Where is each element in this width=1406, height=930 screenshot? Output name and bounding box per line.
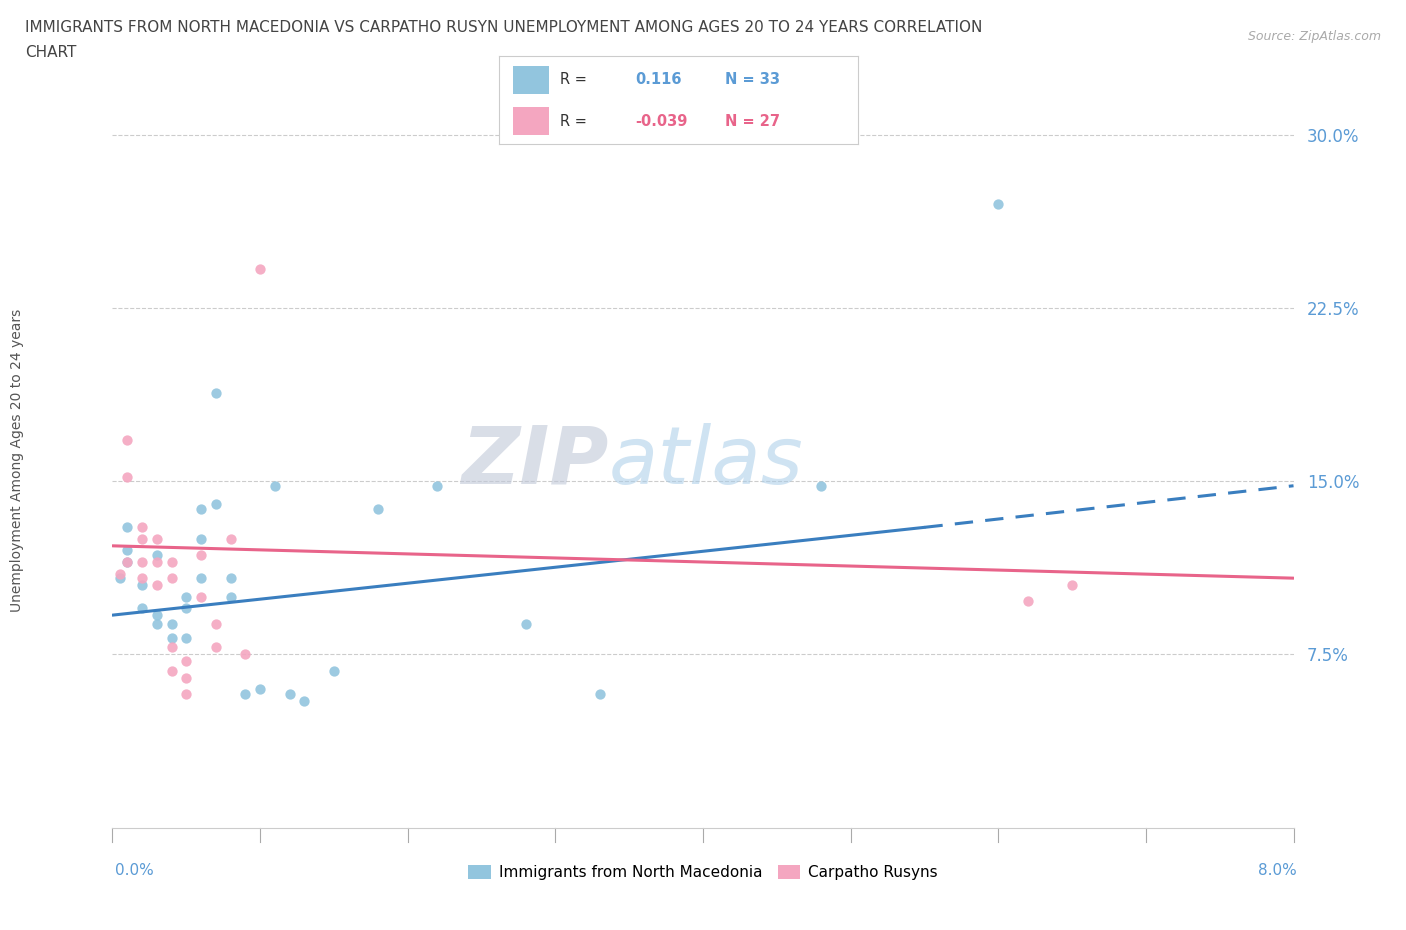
Text: N = 33: N = 33 <box>725 73 780 87</box>
Point <box>146 531 169 546</box>
Point <box>205 497 228 512</box>
Text: Unemployment Among Ages 20 to 24 years: Unemployment Among Ages 20 to 24 years <box>10 309 24 612</box>
Point <box>174 671 197 685</box>
Text: -0.039: -0.039 <box>636 113 688 128</box>
Text: R =: R = <box>560 113 586 128</box>
Point <box>264 478 287 493</box>
Point <box>190 531 212 546</box>
Point <box>146 548 169 563</box>
Point <box>174 631 197 645</box>
Legend: Immigrants from North Macedonia, Carpatho Rusyns: Immigrants from North Macedonia, Carpath… <box>463 859 943 886</box>
Point <box>219 531 242 546</box>
Point <box>515 617 537 631</box>
Text: Source: ZipAtlas.com: Source: ZipAtlas.com <box>1247 30 1381 43</box>
Point <box>108 571 131 586</box>
Point <box>117 432 138 447</box>
Text: IMMIGRANTS FROM NORTH MACEDONIA VS CARPATHO RUSYN UNEMPLOYMENT AMONG AGES 20 TO : IMMIGRANTS FROM NORTH MACEDONIA VS CARPA… <box>25 20 983 35</box>
Text: R =: R = <box>560 73 586 87</box>
Point <box>131 571 153 586</box>
Point <box>278 686 301 701</box>
Point <box>1062 578 1084 592</box>
Point <box>160 631 183 645</box>
Point <box>160 617 183 631</box>
Point <box>146 554 169 569</box>
Bar <box>513 107 550 136</box>
Point <box>205 640 228 655</box>
Point <box>131 601 153 616</box>
Point <box>205 386 228 401</box>
Text: ZIP: ZIP <box>461 423 609 500</box>
Point <box>160 640 183 655</box>
Point <box>146 607 169 622</box>
Point <box>249 261 271 276</box>
Point <box>1017 594 1039 609</box>
Point <box>987 196 1010 211</box>
Point <box>117 554 138 569</box>
Point <box>292 693 315 708</box>
Point <box>160 554 183 569</box>
Text: atlas: atlas <box>609 423 803 500</box>
Point <box>233 686 256 701</box>
Point <box>190 571 212 586</box>
Point <box>219 571 242 586</box>
Point <box>131 578 153 592</box>
Point <box>146 578 169 592</box>
Text: 8.0%: 8.0% <box>1257 863 1296 878</box>
Text: CHART: CHART <box>25 45 77 60</box>
Point <box>426 478 449 493</box>
Point <box>190 590 212 604</box>
Point <box>249 682 271 697</box>
Point <box>131 554 153 569</box>
Point <box>205 617 228 631</box>
Point <box>588 686 610 701</box>
Point <box>108 566 131 581</box>
Text: 0.116: 0.116 <box>636 73 682 87</box>
Point <box>174 601 197 616</box>
Point <box>190 548 212 563</box>
Point <box>117 554 138 569</box>
Text: N = 27: N = 27 <box>725 113 780 128</box>
Point <box>117 543 138 558</box>
Point <box>810 478 832 493</box>
Point <box>190 501 212 516</box>
Point <box>323 663 346 678</box>
Point <box>174 654 197 669</box>
Point <box>233 647 256 662</box>
Point <box>117 520 138 535</box>
Bar <box>513 65 550 94</box>
Point <box>131 520 153 535</box>
Point <box>146 617 169 631</box>
Point <box>367 501 389 516</box>
Point <box>160 663 183 678</box>
Point <box>117 469 138 484</box>
Point <box>174 590 197 604</box>
Point <box>160 571 183 586</box>
Text: 0.0%: 0.0% <box>115 863 155 878</box>
Point <box>219 590 242 604</box>
Point <box>131 531 153 546</box>
Point <box>174 686 197 701</box>
